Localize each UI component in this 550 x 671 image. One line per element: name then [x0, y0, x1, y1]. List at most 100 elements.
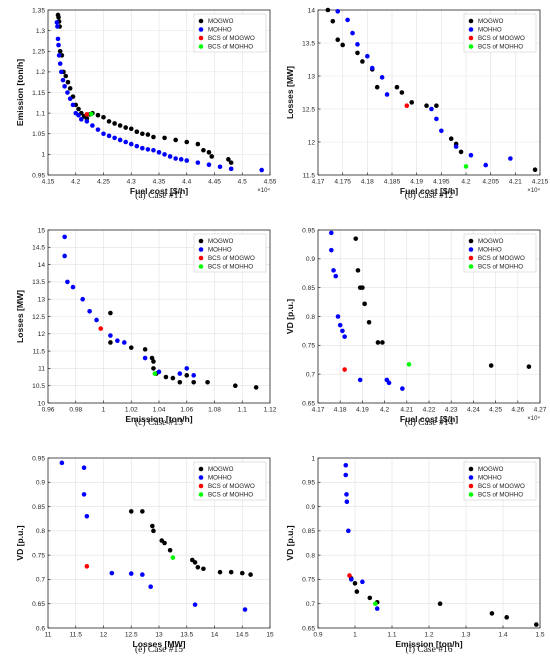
- data-point: [355, 268, 361, 273]
- legend-marker: [468, 238, 474, 244]
- legend-marker: [198, 44, 204, 49]
- x-tick-label: 14: [211, 632, 219, 639]
- x-tick-label: 4.5: [238, 179, 247, 186]
- series-bcs-of-mogwo: [404, 103, 410, 108]
- data-point: [343, 472, 349, 478]
- data-point: [115, 338, 120, 344]
- series-mohho: [335, 9, 513, 168]
- data-point: [340, 42, 345, 48]
- data-point: [70, 102, 76, 108]
- data-point: [95, 112, 101, 118]
- legend-label: BCS of MOGWO: [478, 255, 525, 262]
- legend-label: MOHHO: [478, 27, 502, 34]
- data-point: [106, 133, 112, 139]
- data-point: [331, 268, 336, 273]
- x-tick-label: 4.26: [511, 407, 524, 414]
- series-bcs-of-mogwo: [347, 573, 352, 578]
- y-tick-label: 13: [38, 297, 46, 304]
- x-axis-label: Losses [MW]: [133, 639, 186, 649]
- data-point: [437, 601, 443, 607]
- legend-marker: [198, 483, 204, 489]
- x-tick-label: 1.1: [387, 632, 396, 639]
- y-tick-label: 1.25: [32, 49, 45, 56]
- y-axis-label: VD [p.u.]: [285, 525, 295, 560]
- legend-marker: [198, 466, 204, 472]
- x-tick-label: 4.17: [312, 407, 325, 414]
- data-point: [329, 247, 334, 253]
- data-point: [122, 340, 127, 345]
- legend-label: BCS of MOHHO: [478, 44, 523, 51]
- x-tick-label: 4.18: [334, 407, 347, 414]
- y-tick-label: 12.5: [32, 314, 45, 321]
- data-point: [117, 137, 123, 143]
- x-tick-label: 15: [266, 632, 274, 639]
- panel-caption: (b) Case #12: [405, 190, 454, 201]
- legend-marker: [468, 475, 474, 480]
- x-tick-label: 0.96: [42, 407, 55, 414]
- data-point: [101, 114, 106, 120]
- data-point: [375, 340, 381, 345]
- y-tick-label: 0.65: [32, 601, 45, 608]
- data-point: [508, 156, 513, 161]
- data-point: [366, 319, 372, 325]
- data-point: [170, 375, 176, 381]
- x-tick-label: 1.04: [153, 407, 166, 414]
- axes-frame: [317, 9, 541, 176]
- legend-label: BCS of MOGWO: [478, 483, 525, 490]
- data-point: [367, 595, 373, 601]
- data-point: [205, 379, 210, 385]
- axes-frame: [317, 457, 541, 629]
- y-tick-label: 12: [308, 139, 316, 146]
- y-axis-label: Losses [MW]: [285, 66, 295, 119]
- data-point: [90, 123, 95, 128]
- series-mogwo: [128, 509, 253, 577]
- data-point: [463, 164, 469, 169]
- legend-marker: [468, 27, 474, 32]
- data-point: [360, 59, 365, 64]
- data-point: [55, 24, 60, 29]
- data-point: [217, 569, 223, 575]
- x-tick-label: 13.5: [180, 632, 193, 639]
- data-point: [184, 366, 190, 371]
- data-point: [163, 374, 169, 380]
- legend-label: BCS of MOGWO: [478, 35, 525, 42]
- x-tick-label: 1: [353, 632, 357, 639]
- data-point: [228, 166, 234, 172]
- series-bcs-of-mohho: [88, 111, 94, 117]
- data-point: [173, 137, 178, 143]
- data-point: [56, 42, 61, 48]
- legend-marker: [468, 18, 474, 24]
- legend-marker: [198, 255, 204, 261]
- x-multiplier-label: ×10⁴: [527, 415, 540, 422]
- data-point: [65, 79, 71, 85]
- chart-panel-3: 0.96 0.98 1 1.02 1.04 1.06 1.08 1.1 1.12 10 10.5 11…: [15, 227, 277, 428]
- data-point: [344, 492, 349, 497]
- data-point: [177, 379, 183, 385]
- y-tick-label: 0.6: [36, 625, 45, 632]
- legend-marker: [468, 255, 474, 261]
- x-tick-label: 1.1: [238, 407, 247, 414]
- series-bcs-of-mogwo: [98, 326, 104, 331]
- data-point: [434, 116, 439, 122]
- y-tick-label: 0.7: [36, 577, 45, 584]
- data-point: [337, 322, 343, 328]
- y-tick-label: 15: [38, 227, 46, 234]
- series-mohho: [54, 20, 264, 173]
- data-point: [177, 371, 183, 376]
- x-tick-label: 11.5: [70, 632, 83, 639]
- y-tick-label: 1.05: [32, 131, 45, 138]
- data-point: [151, 147, 156, 153]
- legend-label: MOHHO: [208, 247, 232, 254]
- y-tick-label: 14: [308, 7, 316, 14]
- x-tick-label: 0.9: [313, 632, 322, 639]
- data-point: [170, 555, 176, 560]
- data-point: [526, 364, 532, 369]
- panel-caption: (a) Case #11: [135, 190, 183, 201]
- data-point: [195, 564, 201, 570]
- data-point: [108, 310, 113, 316]
- x-tick-label: 1.02: [125, 407, 138, 414]
- data-point: [365, 53, 370, 59]
- x-tick-label: 4.21: [509, 179, 522, 186]
- data-point: [399, 90, 405, 95]
